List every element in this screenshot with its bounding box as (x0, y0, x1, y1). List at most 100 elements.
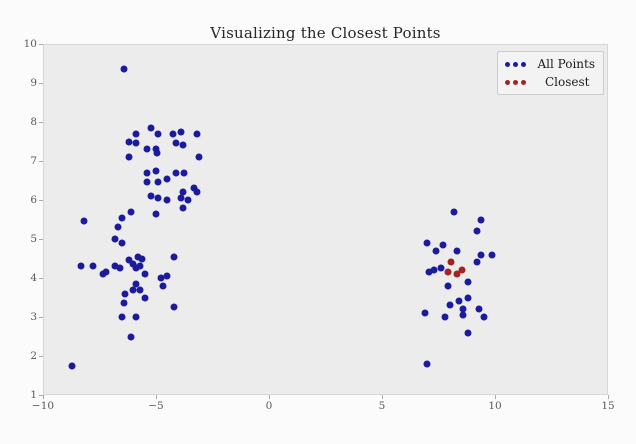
data-point-all-points (473, 227, 481, 235)
data-point-all-points (154, 130, 162, 138)
data-point-all-points (118, 239, 126, 247)
legend-dot-icon (513, 79, 518, 85)
data-point-all-points (177, 128, 185, 136)
data-point-all-points (132, 280, 140, 288)
data-point-all-points (432, 247, 440, 255)
data-point-all-points (170, 303, 178, 311)
data-point-all-points (172, 169, 180, 177)
data-point-closest (453, 270, 461, 278)
x-tick-label: 15 (601, 400, 615, 412)
y-tick-label: 2 (30, 350, 37, 362)
data-point-all-points (170, 253, 178, 261)
y-tick-label: 4 (30, 272, 37, 284)
legend-label-all-points: All Points (537, 57, 595, 71)
data-point-all-points (477, 251, 485, 259)
data-point-all-points (68, 362, 76, 370)
data-point-all-points (163, 175, 171, 183)
data-point-all-points (127, 208, 135, 216)
data-point-all-points (163, 196, 171, 204)
data-point-all-points (102, 268, 110, 276)
data-point-all-points (154, 194, 162, 202)
legend-entry-all-points: All Points (505, 57, 595, 71)
x-tick-label: 0 (265, 400, 273, 412)
data-point-all-points (138, 255, 146, 262)
y-tick-label: 6 (30, 194, 37, 206)
data-point-all-points (132, 130, 140, 138)
legend-label-closest: Closest (545, 75, 590, 89)
data-point-all-points (152, 167, 160, 175)
data-point-all-points (132, 264, 140, 272)
data-point-all-points (179, 188, 187, 196)
data-point-all-points (169, 130, 177, 138)
data-point-all-points (464, 278, 472, 286)
data-point-all-points (141, 294, 149, 301)
x-tick-label: −10 (31, 400, 55, 412)
data-point-all-points (134, 253, 142, 261)
data-point-all-points (114, 223, 122, 231)
data-point-all-points (473, 258, 481, 266)
data-point-all-points (180, 169, 188, 177)
y-tick-label: 3 (30, 311, 37, 323)
data-point-all-points (125, 138, 133, 145)
data-point-all-points (423, 360, 431, 368)
data-point-all-points (455, 297, 463, 305)
data-point-all-points (147, 124, 155, 132)
data-point-all-points (423, 239, 431, 247)
data-point-all-points (132, 139, 140, 147)
data-point-all-points (159, 282, 167, 290)
data-point-closest (458, 266, 466, 274)
x-tick-label: −5 (148, 400, 164, 412)
data-point-all-points (441, 313, 449, 321)
y-tick-label: 10 (23, 38, 37, 50)
x-tick-mark (382, 395, 383, 399)
data-point-all-points (464, 294, 472, 301)
y-tick-mark (39, 356, 43, 357)
data-point-all-points (111, 235, 119, 243)
y-tick-label: 8 (30, 116, 37, 128)
data-point-all-points (446, 301, 454, 309)
data-point-all-points (421, 309, 429, 317)
data-point-all-points (193, 130, 201, 138)
data-point-all-points (152, 210, 160, 218)
x-tick-label: 10 (488, 400, 502, 412)
data-point-all-points (179, 141, 187, 149)
x-tick-mark (269, 395, 270, 399)
y-tick-mark (39, 395, 43, 396)
y-tick-label: 1 (30, 389, 37, 401)
data-point-all-points (127, 333, 135, 340)
data-point-all-points (116, 264, 124, 272)
data-point-all-points (136, 286, 144, 294)
data-point-all-points (118, 313, 126, 321)
chart-title: Visualizing the Closest Points (210, 24, 441, 42)
legend-dot-icon (521, 61, 526, 67)
data-point-all-points (477, 216, 485, 223)
data-point-all-points (129, 260, 137, 268)
legend-dot-icon (505, 61, 510, 67)
x-tick-mark (608, 395, 609, 399)
data-point-all-points (125, 153, 133, 161)
y-tick-mark (39, 161, 43, 162)
y-tick-mark (39, 278, 43, 279)
y-tick-mark (39, 317, 43, 318)
y-tick-label: 7 (30, 155, 37, 167)
data-point-all-points (136, 262, 144, 270)
data-point-all-points (153, 149, 161, 157)
data-point-all-points (118, 214, 126, 222)
data-point-all-points (157, 274, 165, 282)
data-point-all-points (172, 139, 180, 147)
data-point-all-points (77, 262, 85, 270)
data-point-all-points (121, 290, 129, 298)
data-point-all-points (195, 153, 203, 161)
data-point-all-points (480, 313, 488, 321)
x-tick-mark (43, 395, 44, 399)
data-point-all-points (143, 178, 151, 186)
legend-entry-closest: Closest (505, 75, 595, 89)
data-point-all-points (430, 266, 438, 274)
data-point-all-points (143, 145, 151, 153)
data-point-all-points (190, 184, 198, 192)
y-tick-mark (39, 239, 43, 240)
data-point-all-points (439, 241, 447, 249)
data-point-all-points (453, 247, 461, 255)
legend-dot-icon (513, 61, 518, 67)
